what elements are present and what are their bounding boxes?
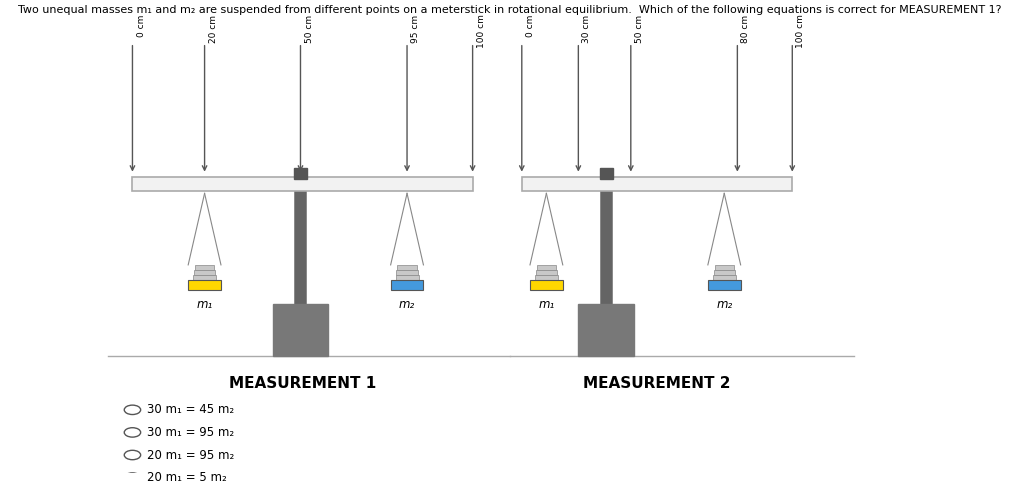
Text: m₁: m₁ xyxy=(538,298,554,312)
Bar xyxy=(195,265,214,270)
Text: 50 cm: 50 cm xyxy=(305,15,314,43)
Bar xyxy=(194,270,215,275)
Bar xyxy=(712,275,736,280)
Bar xyxy=(714,265,734,270)
Bar xyxy=(397,265,417,270)
Text: 20 cm: 20 cm xyxy=(209,15,218,43)
Text: m₂: m₂ xyxy=(716,298,733,312)
Bar xyxy=(708,280,741,290)
Bar xyxy=(132,177,473,191)
Bar xyxy=(579,304,634,356)
Text: m₁: m₁ xyxy=(197,298,213,312)
Bar xyxy=(522,177,793,191)
Text: 20 m₁ = 95 m₂: 20 m₁ = 95 m₂ xyxy=(147,449,234,462)
Text: 50 cm: 50 cm xyxy=(635,15,644,43)
Bar xyxy=(194,275,216,280)
Text: 30 cm: 30 cm xyxy=(583,15,591,43)
Bar xyxy=(713,270,735,275)
Text: MEASUREMENT 2: MEASUREMENT 2 xyxy=(583,377,731,391)
Bar xyxy=(189,280,221,290)
Bar xyxy=(536,270,557,275)
Text: 30 m₁ = 45 m₂: 30 m₁ = 45 m₂ xyxy=(147,403,234,417)
Bar xyxy=(293,169,307,179)
Text: 100 cm: 100 cm xyxy=(797,15,805,49)
Text: 80 cm: 80 cm xyxy=(742,15,750,43)
Bar xyxy=(395,275,419,280)
Text: 30 m₁ = 95 m₂: 30 m₁ = 95 m₂ xyxy=(147,426,234,439)
Text: 0 cm: 0 cm xyxy=(137,15,146,37)
Text: MEASUREMENT 1: MEASUREMENT 1 xyxy=(229,377,376,391)
Bar xyxy=(273,304,328,356)
Text: Two unequal masses m₁ and m₂ are suspended from different points on a meterstick: Two unequal masses m₁ and m₂ are suspend… xyxy=(17,5,1002,15)
Text: 0 cm: 0 cm xyxy=(526,15,535,37)
Bar xyxy=(390,280,424,290)
Text: 95 cm: 95 cm xyxy=(411,15,420,43)
Bar xyxy=(530,280,562,290)
Text: m₂: m₂ xyxy=(398,298,415,312)
Text: 20 m₁ = 5 m₂: 20 m₁ = 5 m₂ xyxy=(147,471,227,484)
Bar xyxy=(599,169,612,179)
Bar xyxy=(396,270,418,275)
Bar xyxy=(535,275,557,280)
Bar xyxy=(537,265,556,270)
Text: 100 cm: 100 cm xyxy=(477,15,486,49)
